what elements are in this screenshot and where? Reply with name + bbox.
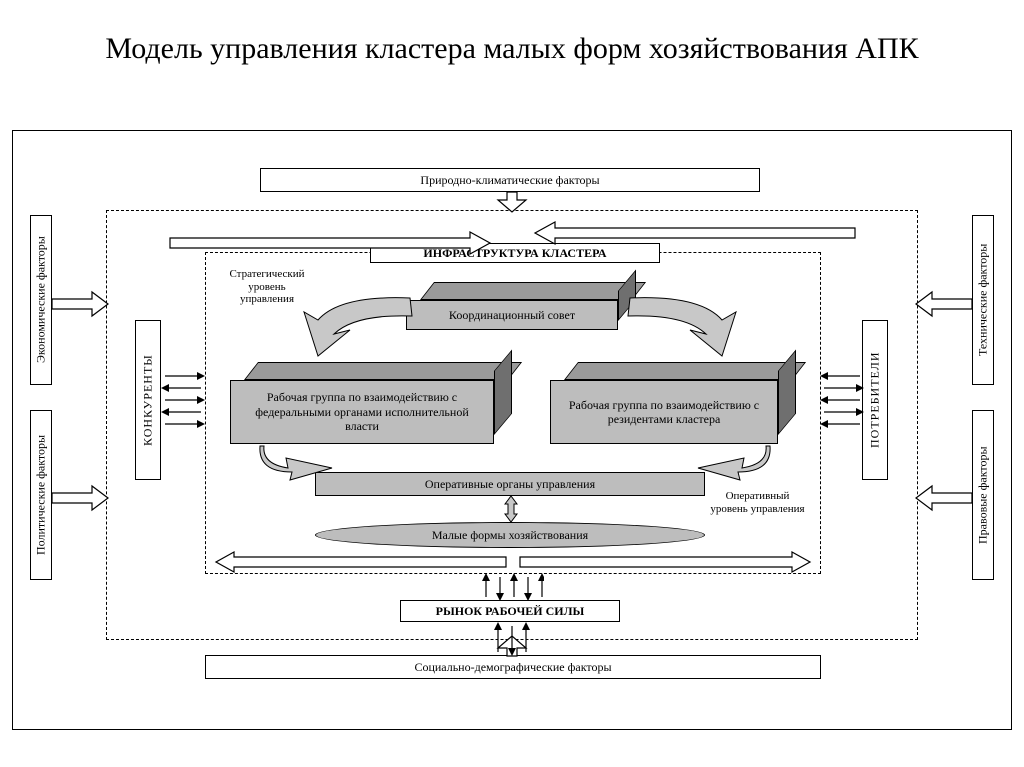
block-wg-left: Рабочая группа по взаимодействию с федер…	[230, 380, 494, 444]
factor-left-top: Экономические факторы	[30, 215, 52, 385]
block-ops: Оперативные органы управления	[315, 472, 705, 496]
hollow-arrow-rt	[916, 292, 972, 316]
block-council-label: Координационный совет	[406, 300, 618, 330]
page-title: Модель управления кластера малых форм хо…	[0, 30, 1024, 68]
sidebar-left: КОНКУРЕНТЫ	[135, 320, 161, 480]
hollow-arrow-inner-top-right	[535, 222, 855, 244]
label-strategic: Стратегический уровень управления	[222, 268, 312, 306]
hollow-arrow-lb	[52, 486, 108, 510]
mini-arrows-labor-bottom	[492, 622, 532, 656]
small-curve-left	[258, 444, 340, 480]
label-operational: Оперативный уровень управления	[710, 490, 805, 515]
block-council: Координационный совет	[406, 300, 618, 330]
block-small-forms: Малые формы хозяйствования	[315, 522, 705, 548]
factor-top: Природно-климатические факторы	[260, 168, 760, 192]
small-curve-right	[690, 444, 772, 480]
block-wg-right-label: Рабочая группа по взаимодействию с резид…	[550, 380, 778, 444]
block-wg-right: Рабочая группа по взаимодействию с резид…	[550, 380, 778, 444]
factor-bottom: Социально-демографические факторы	[205, 655, 821, 679]
factor-right-top: Технические факторы	[972, 215, 994, 385]
curve-arrow-left	[300, 290, 430, 370]
block-wg-left-label: Рабочая группа по взаимодействию с федер…	[230, 380, 494, 444]
diagram-canvas: Модель управления кластера малых форм хо…	[0, 0, 1024, 767]
mini-arrows-labor	[480, 573, 544, 601]
sidebar-right: ПОТРЕБИТЕЛИ	[862, 320, 888, 480]
double-arrow-ops-smallforms	[498, 496, 524, 522]
hollow-arrow-rb	[916, 486, 972, 510]
hollow-arrow-inner-bot-left	[216, 552, 506, 572]
hollow-arrow-inner-top-left	[170, 232, 490, 254]
hollow-arrow-top	[498, 192, 526, 212]
block-labor: РЫНОК РАБОЧЕЙ СИЛЫ	[400, 600, 620, 622]
mini-arrows-right	[820, 370, 864, 430]
hollow-arrow-inner-bot-right	[520, 552, 810, 572]
curve-arrow-right	[610, 290, 740, 370]
factor-left-bottom: Политические факторы	[30, 410, 52, 580]
mini-arrows-left	[161, 370, 205, 430]
factor-right-bottom: Правовые факторы	[972, 410, 994, 580]
hollow-arrow-lt	[52, 292, 108, 316]
